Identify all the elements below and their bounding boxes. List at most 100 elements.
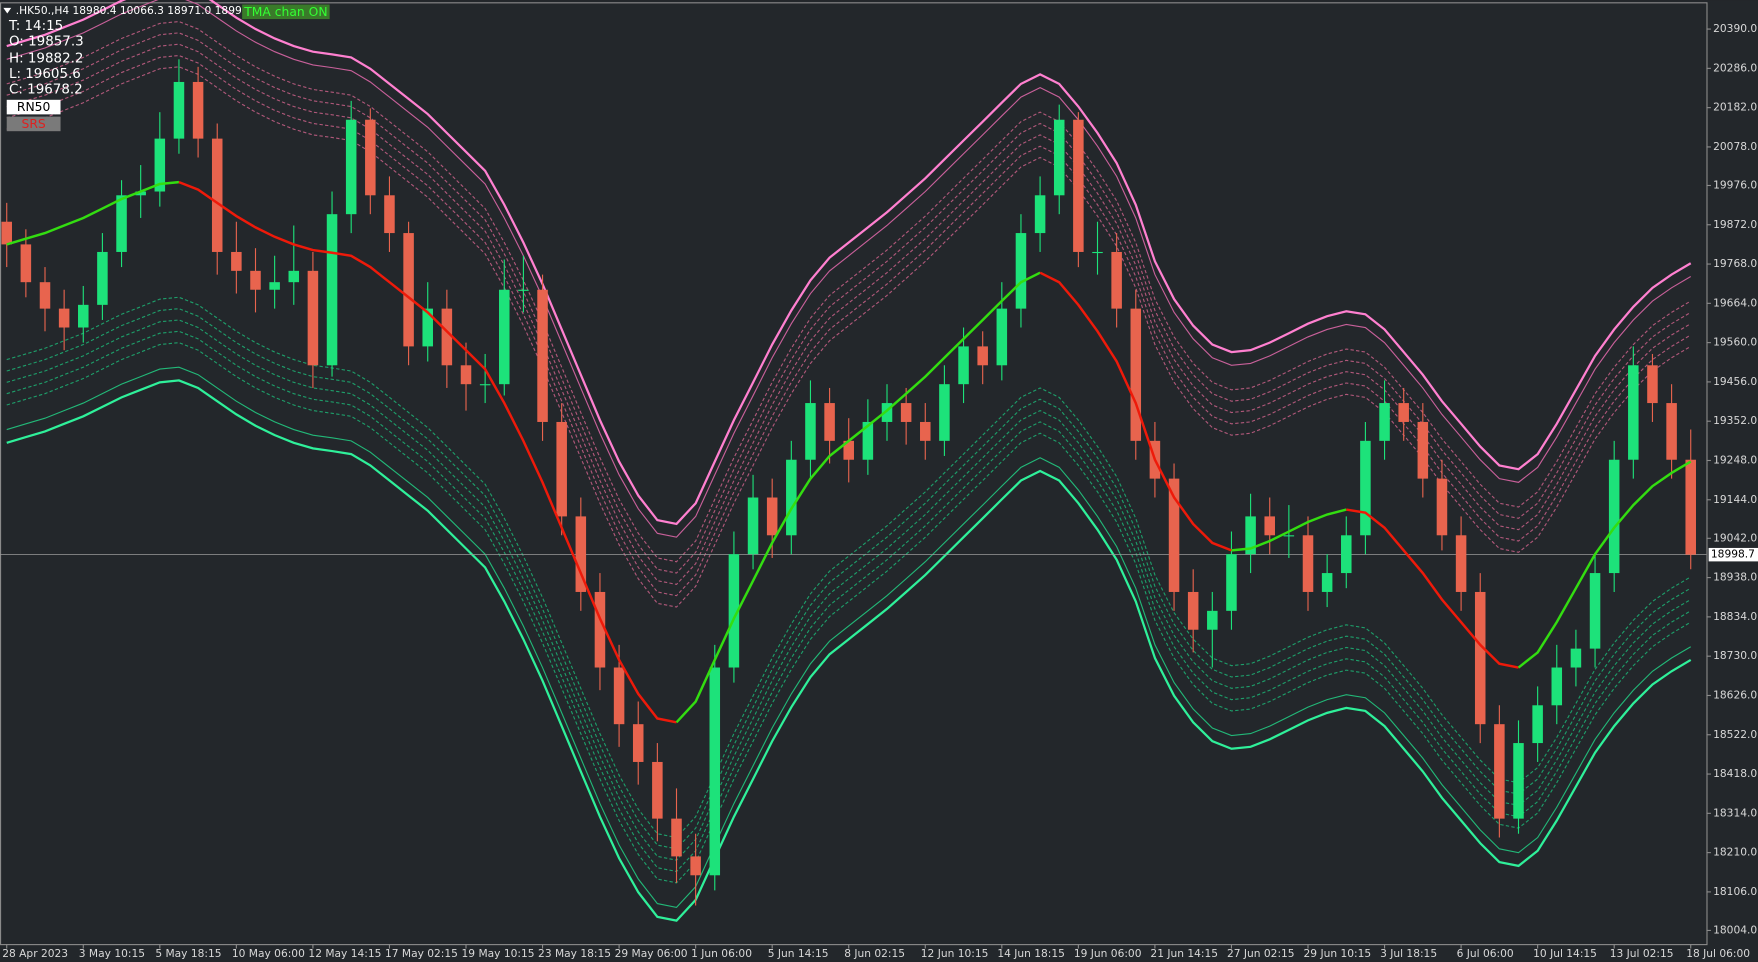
last-price-label: 18998.7 (1711, 548, 1755, 561)
candle-body (1226, 554, 1237, 611)
candle-body (78, 304, 89, 328)
candle-body (1245, 516, 1256, 555)
upper-band (6, 32, 1692, 574)
tma-line (1346, 508, 1519, 669)
lower-band (6, 366, 1692, 908)
info-line: L: 19605.6 (9, 67, 81, 82)
candle-body (422, 308, 433, 347)
candle-body (690, 856, 701, 876)
candle-body (460, 365, 472, 385)
candle-body (250, 270, 261, 290)
candle-body (441, 308, 453, 366)
lower-band (6, 319, 1692, 861)
candle-body (1436, 478, 1448, 536)
upper-band (6, 54, 1692, 597)
button-bg[interactable] (6, 99, 61, 115)
candle-body (1608, 459, 1620, 574)
lower-band (6, 308, 1692, 850)
candle-body (345, 119, 357, 215)
candle-body (652, 761, 663, 819)
candle-body (671, 818, 682, 857)
candle-body (1321, 573, 1333, 592)
candle-body (747, 497, 759, 555)
candle-body (537, 289, 548, 422)
plot-area (0, 0, 1707, 922)
candle-body (1168, 478, 1180, 592)
button-bg[interactable] (6, 116, 61, 132)
candle-body (1207, 610, 1218, 630)
candle-body (977, 346, 988, 366)
y-tick-label: 19976.0 (1713, 178, 1757, 191)
y-tick-label: 20182.0 (1713, 101, 1757, 114)
candle-body (1092, 251, 1103, 254)
x-tick-label: 19 May 10:15 (462, 947, 535, 960)
y-tick-label: 18004.0 (1713, 923, 1757, 936)
x-tick-label: 3 Jul 18:15 (1380, 947, 1437, 960)
x-tick-label: 5 May 18:15 (155, 947, 221, 960)
candle-body (613, 667, 625, 725)
candle-body (920, 421, 931, 441)
candle-body (269, 282, 280, 290)
tma-line (1517, 460, 1692, 669)
lower-band (6, 342, 1692, 884)
y-tick-label: 18834.0 (1713, 610, 1757, 623)
candle-body (479, 384, 491, 386)
indicator-status: TMA chan ON (243, 5, 327, 19)
candle-body (1302, 535, 1314, 592)
y-tick-label: 20078.0 (1713, 140, 1757, 153)
tma-line (675, 271, 1041, 724)
x-tick-label: 10 Jul 14:15 (1533, 947, 1597, 960)
candle-body (1264, 516, 1275, 536)
candle-body (900, 403, 912, 422)
y-tick-label: 20286.0 (1713, 61, 1757, 74)
y-tick-label: 18626.0 (1713, 688, 1757, 701)
candle-body (709, 667, 721, 876)
info-line: H: 19882.2 (9, 51, 83, 66)
candle-body (58, 308, 70, 328)
menu-arrow[interactable] (3, 7, 12, 14)
candle-body (365, 119, 376, 196)
button-label[interactable]: RN50 (17, 100, 51, 114)
candle-body (728, 554, 740, 668)
button-label[interactable]: SRS (22, 117, 46, 131)
upper-band (6, 0, 1692, 538)
x-tick-label: 17 May 02:15 (385, 947, 458, 960)
candle-body (192, 81, 204, 139)
candle-body (154, 138, 166, 192)
candle-body (594, 591, 606, 668)
x-tick-label: 10 May 06:00 (232, 947, 305, 960)
candle-body (1551, 667, 1563, 706)
x-tick-label: 18 Jul 06:00 (1686, 947, 1750, 960)
x-tick-label: 13 Jul 02:15 (1610, 947, 1674, 960)
candle-body (211, 138, 223, 252)
y-tick-label: 19456.0 (1713, 375, 1757, 388)
tma-line (6, 180, 180, 246)
y-tick-label: 19042.0 (1713, 531, 1757, 544)
candle-body (97, 251, 108, 305)
candle-body (499, 289, 510, 385)
candle-body (173, 81, 185, 139)
candle-body (556, 421, 567, 517)
candle-body (1015, 233, 1027, 309)
candle-body (1398, 403, 1409, 422)
candle-body (881, 403, 893, 422)
candle-body (231, 251, 242, 271)
candle-body (135, 191, 146, 196)
candle-body (1111, 251, 1122, 309)
candle-body (1053, 119, 1065, 196)
candle-body (1647, 365, 1658, 404)
tma-line (1039, 271, 1232, 552)
candle-body (1628, 365, 1639, 460)
candle-body (326, 214, 338, 366)
x-tick-label: 29 Jun 10:15 (1304, 947, 1372, 960)
candle-body (1474, 591, 1486, 725)
x-tick-label: 5 Jun 14:15 (768, 947, 829, 960)
x-tick-label: 21 Jun 14:15 (1150, 947, 1218, 960)
candle-body (1, 221, 12, 245)
x-tick-label: 14 Jun 18:15 (997, 947, 1065, 960)
candle-body (1589, 573, 1601, 649)
y-tick-label: 19248.0 (1713, 453, 1757, 466)
y-tick-label: 19560.0 (1713, 336, 1757, 349)
